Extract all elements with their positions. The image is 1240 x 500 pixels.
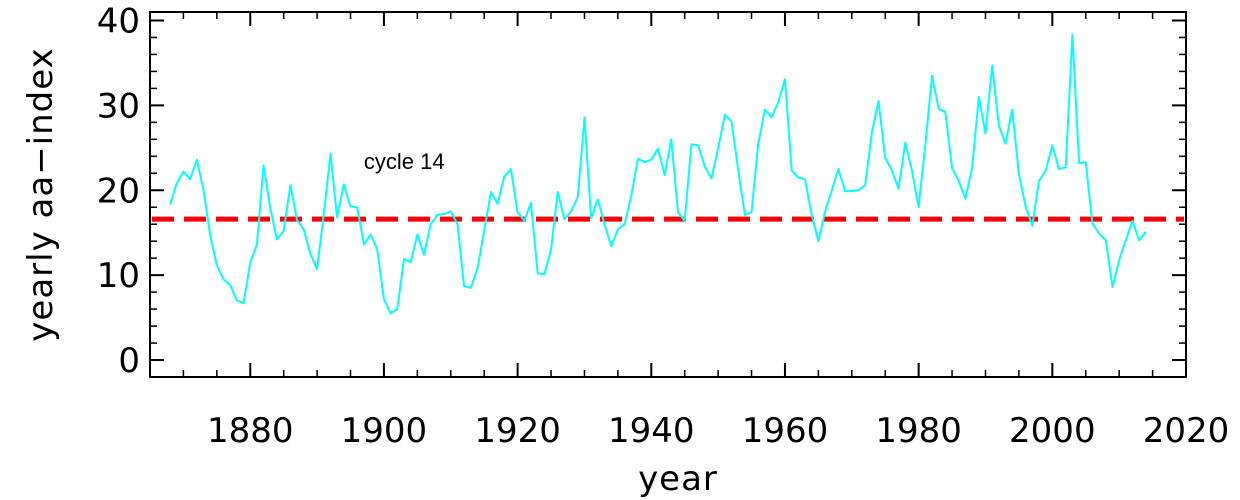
x-tick-label: 1960 (742, 411, 829, 451)
x-tick-label: 1980 (875, 411, 962, 451)
y-tick-label: 20 (97, 171, 140, 211)
x-tick-label: 1900 (341, 411, 428, 451)
y-tick-label: 30 (97, 86, 140, 126)
tick-labels: 1880 1900 1920 1940 1960 1980 2000 2020 0 10 20 30 4… (97, 1, 1230, 451)
x-tick-label: 1920 (474, 411, 561, 451)
y-axis-title: yearly aa−index (21, 47, 61, 341)
y-tick-label: 0 (118, 341, 140, 381)
x-tick-label: 1940 (608, 411, 695, 451)
x-tick-label: 1880 (207, 411, 294, 451)
y-tick-label: 40 (97, 1, 140, 41)
x-tick-label: 2000 (1009, 411, 1096, 451)
x-axis-title: year (638, 459, 718, 499)
series-line-0 (169, 33, 1147, 315)
axis-ticks (150, 12, 1186, 377)
plot-area (152, 33, 1184, 315)
annotation-cycle-14: cycle 14 (364, 149, 445, 174)
y-tick-label: 10 (97, 256, 140, 296)
x-tick-label: 2020 (1143, 411, 1230, 451)
plot-frame (149, 11, 1187, 378)
